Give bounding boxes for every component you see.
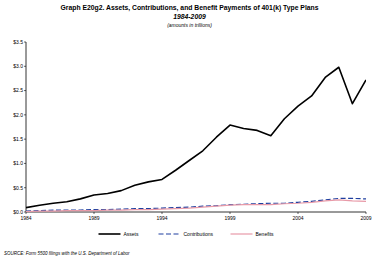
x-tick-label: 1994 — [156, 215, 167, 221]
legend-label: Assets — [124, 231, 140, 237]
title: Graph E20g2. Assets, Contributions, and … — [61, 4, 319, 12]
series-line — [26, 200, 366, 212]
y-tick — [24, 42, 26, 43]
x-tick — [26, 212, 27, 214]
y-tick-label: $1.0 — [13, 160, 23, 166]
chart: Graph E20g2. Assets, Contributions, and … — [0, 0, 379, 259]
x-tick-label: 1999 — [224, 215, 235, 221]
x-axis — [26, 212, 366, 213]
series-line — [26, 198, 366, 211]
y-tick-label: $0.5 — [13, 185, 23, 191]
x-tick-label: 1984 — [20, 215, 31, 221]
y-tick — [24, 139, 26, 140]
legend: Assets Contributions Benefits — [99, 231, 275, 237]
x-tick — [94, 212, 95, 214]
y-tick — [24, 90, 26, 91]
plot-area — [26, 67, 366, 211]
x-tick — [366, 212, 367, 214]
y-tick-label: $3.5 — [13, 39, 23, 45]
x-tick-label: 1989 — [88, 215, 99, 221]
y-tick — [24, 66, 26, 67]
y-tick-label: $2.0 — [13, 112, 23, 118]
legend-swatch — [159, 233, 181, 234]
subtitle: 1984-2009 — [173, 13, 206, 20]
series-line — [26, 67, 366, 207]
y-tick-label: $2.5 — [13, 87, 23, 93]
x-tick — [298, 212, 299, 214]
legend-swatch — [231, 233, 253, 234]
y-tick-label: $3.0 — [13, 63, 23, 69]
x-tick-label: 2009 — [360, 215, 371, 221]
y-axis — [26, 42, 27, 212]
x-tick — [230, 212, 231, 214]
y-tick — [24, 114, 26, 115]
legend-label: Benefits — [256, 231, 275, 237]
legend-label: Contributions — [184, 231, 214, 237]
units-note: (amounts in trillions) — [167, 22, 212, 28]
y-tick — [24, 163, 26, 164]
y-tick-label: $1.5 — [13, 136, 23, 142]
legend-swatch — [99, 233, 121, 235]
y-tick — [24, 187, 26, 188]
x-tick — [162, 212, 163, 214]
source-note: SOURCE: Form 5500 filings with the U.S. … — [4, 251, 130, 256]
y-tick-label: $0.0 — [13, 209, 23, 215]
x-tick-label: 2004 — [292, 215, 303, 221]
